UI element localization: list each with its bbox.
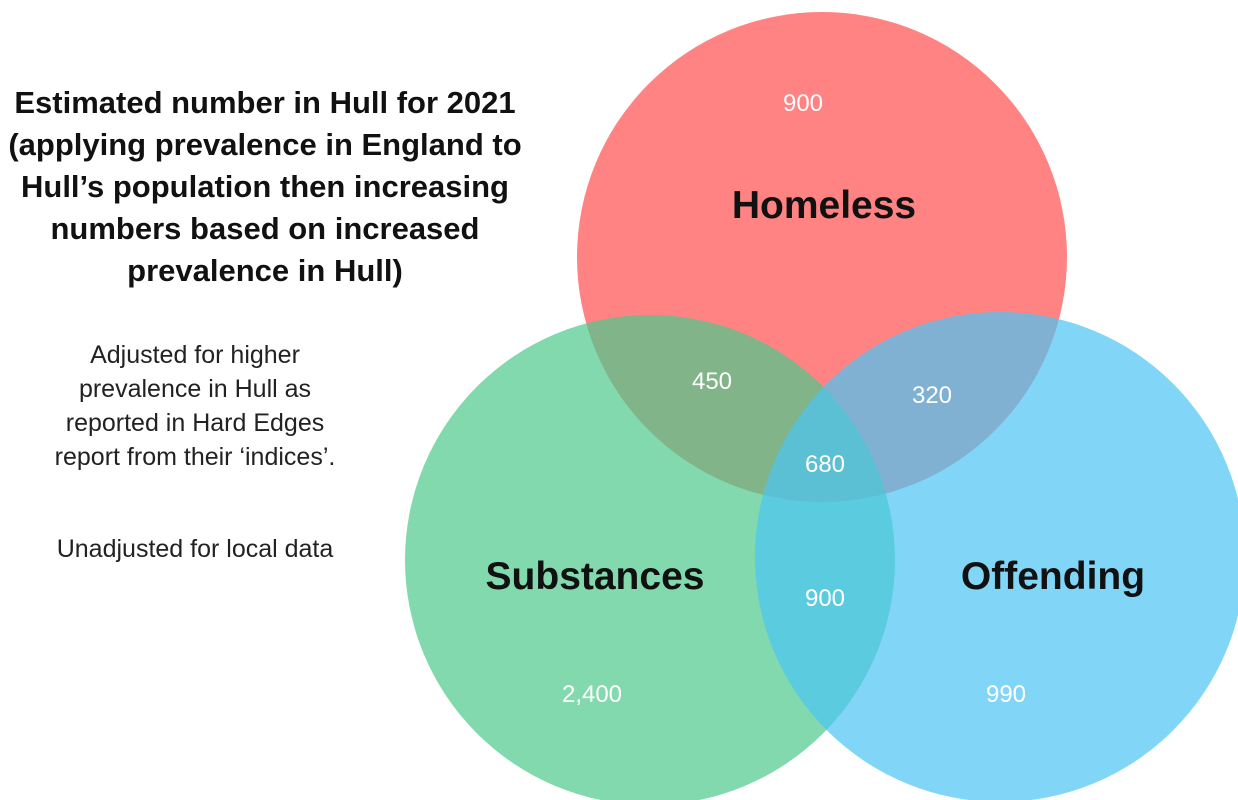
- offending-only-value: 990: [986, 681, 1026, 708]
- adjustment-note: Adjusted for higher prevalence in Hull a…: [54, 341, 336, 471]
- offending-label: Offending: [961, 555, 1145, 598]
- substances-label: Substances: [486, 555, 705, 598]
- homeless-label: Homeless: [732, 184, 916, 227]
- substances-circle: [405, 315, 895, 800]
- homeless-offending-value: 320: [912, 382, 952, 409]
- diagram-title: Estimated number in Hull for 2021 (apply…: [8, 85, 522, 288]
- homeless-substances-value: 450: [692, 368, 732, 395]
- homeless-only-value: 900: [783, 90, 823, 117]
- unadjusted-note: Unadjusted for local data: [56, 535, 334, 563]
- substances-offending-value: 900: [805, 585, 845, 612]
- all-three-value: 680: [805, 451, 845, 478]
- substances-only-value: 2,400: [562, 681, 622, 708]
- offending-circle: [755, 312, 1238, 800]
